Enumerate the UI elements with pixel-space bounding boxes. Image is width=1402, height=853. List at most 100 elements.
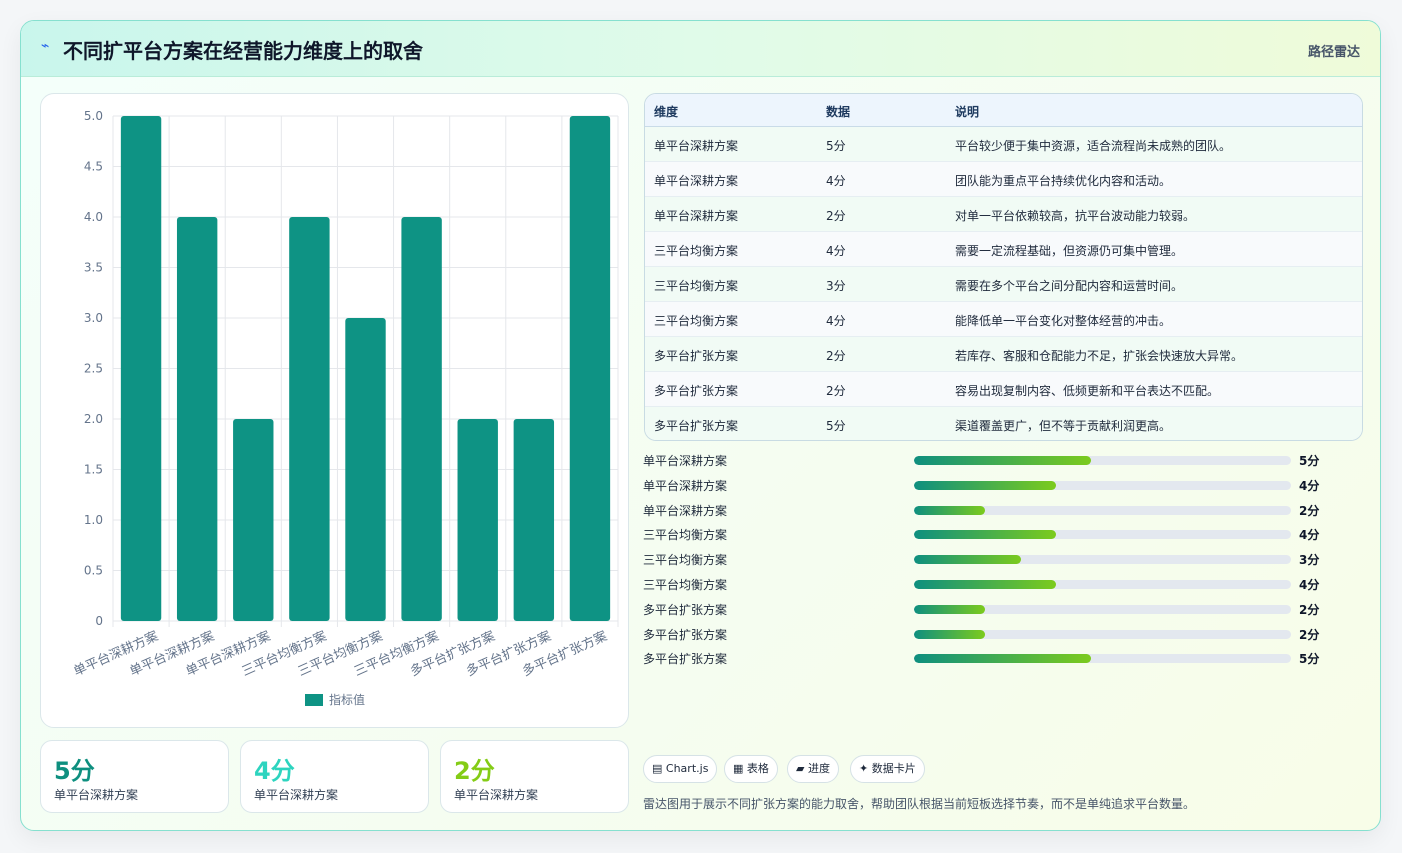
y-tick-label: 1.0 xyxy=(84,513,103,527)
table-row: 单平台深耕方案 4分 团队能为重点平台持续优化内容和活动。 xyxy=(645,162,1362,197)
table-cell-description: 若库存、客服和仓配能力不足，扩张会快速放大异常。 xyxy=(955,349,1244,363)
table-cell-data: 4分 xyxy=(826,244,846,258)
table-cell-description: 需要在多个平台之间分配内容和运营时间。 xyxy=(955,279,1184,293)
progress-score: 4分 xyxy=(1299,478,1320,493)
progress-label: 单平台深耕方案 xyxy=(643,503,728,518)
table-cell-description: 平台较少便于集中资源，适合流程尚未成熟的团队。 xyxy=(955,139,1232,153)
progress-score: 5分 xyxy=(1299,454,1320,468)
table-header-dimension: 维度 xyxy=(654,105,679,119)
progress-track xyxy=(914,456,1291,465)
bar[interactable] xyxy=(401,217,442,621)
chip-table[interactable]: ▦ 表格 xyxy=(724,755,778,783)
table-icon: ▦ xyxy=(733,762,744,775)
y-tick-label: 3.0 xyxy=(84,311,103,325)
progress-list: 单平台深耕方案 5分 单平台深耕方案 4分 单平台深耕方案 2分 三平台均衡方案 4分 三平台均… xyxy=(643,449,1363,669)
table-header-data: 数据 xyxy=(826,105,851,119)
bar[interactable] xyxy=(233,419,274,621)
table-cell-dimension: 多平台扩张方案 xyxy=(654,419,739,433)
table-cell-description: 需要一定流程基础，但资源仍可集中管理。 xyxy=(955,244,1184,258)
y-tick-label: 0 xyxy=(95,614,103,628)
progress-score: 3分 xyxy=(1299,553,1320,568)
table-cell-dimension: 三平台均衡方案 xyxy=(654,244,739,258)
progress-label: 三平台均衡方案 xyxy=(643,578,728,592)
chip-card[interactable]: ✦ 数据卡片 xyxy=(850,755,925,783)
bar[interactable] xyxy=(513,419,555,621)
progress-item: 单平台深耕方案 2分 xyxy=(643,499,1363,519)
table-cell-dimension: 三平台均衡方案 xyxy=(654,279,739,293)
progress-fill xyxy=(914,505,985,515)
progress-label: 多平台扩张方案 xyxy=(643,602,728,617)
progress-track xyxy=(914,580,1291,589)
progress-label: 单平台深耕方案 xyxy=(643,454,728,468)
table-header-row: 维度 数据 说明 xyxy=(645,94,1362,127)
table-cell-data: 5分 xyxy=(826,139,846,153)
chip-chart[interactable]: ▤ Chart.js xyxy=(643,755,718,783)
table-cell-description: 容易出现复制内容、低频更新和平台表达不匹配。 xyxy=(955,384,1220,398)
y-tick-label: 2.5 xyxy=(84,362,103,376)
progress-item: 三平台均衡方案 3分 xyxy=(643,548,1363,568)
chip-label: 进度 xyxy=(807,762,830,775)
progress-track xyxy=(914,654,1291,664)
kpi-value: 5分 xyxy=(54,757,95,785)
table-header-description: 说明 xyxy=(955,105,980,119)
table-cell-description: 渠道覆盖更广，但不等于贡献利润更高。 xyxy=(955,419,1172,433)
table-cell-dimension: 三平台均衡方案 xyxy=(654,314,739,328)
header: ⌁ 不同扩平台方案在经营能力维度上的取舍 路径雷达 xyxy=(21,21,1380,77)
progress-fill xyxy=(914,654,1092,664)
table-cell-data: 2分 xyxy=(826,209,846,223)
progress-item: 多平台扩张方案 2分 xyxy=(643,598,1363,618)
kpi-value: 2分 xyxy=(454,757,495,785)
legend-label[interactable]: 指标值 xyxy=(329,692,365,707)
card-icon: ✦ xyxy=(859,762,869,775)
table-cell-data: 4分 xyxy=(826,174,846,188)
table-cell-description: 对单一平台依赖较高，抗平台波动能力较弱。 xyxy=(955,209,1196,223)
page-title: 不同扩平台方案在经营能力维度上的取舍 xyxy=(63,39,423,63)
progress-track xyxy=(914,480,1291,490)
progress-item: 单平台深耕方案 5分 xyxy=(643,449,1363,469)
chart-icon: ▤ xyxy=(652,762,663,775)
progress-score: 4分 xyxy=(1299,528,1320,543)
table-row: 多平台扩张方案 5分 渠道覆盖更广，但不等于贡献利润更高。 xyxy=(645,407,1362,440)
dashboard-card: ⌁ 不同扩平台方案在经营能力维度上的取舍 路径雷达 0 0.5 1.0 1.5 2.0 2… xyxy=(20,20,1381,831)
y-tick-label: 2.0 xyxy=(84,412,103,426)
table-cell-data: 4分 xyxy=(826,314,846,328)
progress-score: 2分 xyxy=(1299,503,1320,518)
bar[interactable] xyxy=(120,116,162,621)
progress-track xyxy=(914,555,1291,565)
table-cell-data: 2分 xyxy=(826,349,846,363)
kpi-label: 单平台深耕方案 xyxy=(454,788,539,802)
table-row: 多平台扩张方案 2分 容易出现复制内容、低频更新和平台表达不匹配。 xyxy=(645,372,1362,407)
progress-label: 多平台扩张方案 xyxy=(643,627,728,642)
table-cell-dimension: 单平台深耕方案 xyxy=(654,139,739,153)
progress-item: 多平台扩张方案 2分 xyxy=(643,623,1363,643)
kpi-label: 单平台深耕方案 xyxy=(254,788,339,802)
table-row: 三平台均衡方案 4分 需要一定流程基础，但资源仍可集中管理。 xyxy=(645,232,1362,267)
progress-item: 三平台均衡方案 4分 xyxy=(643,573,1363,593)
progress-track xyxy=(914,530,1291,540)
bar[interactable] xyxy=(345,318,386,621)
kpi-label: 单平台深耕方案 xyxy=(54,788,139,802)
progress-label: 三平台均衡方案 xyxy=(643,553,728,568)
progress-icon: ▰ xyxy=(796,762,805,775)
table-cell-data: 3分 xyxy=(826,279,846,293)
table-row: 单平台深耕方案 5分 平台较少便于集中资源，适合流程尚未成熟的团队。 xyxy=(645,127,1362,162)
progress-label: 三平台均衡方案 xyxy=(643,528,728,543)
table-cell-dimension: 多平台扩张方案 xyxy=(654,384,739,398)
bar[interactable] xyxy=(176,217,218,621)
y-tick-label: 4.0 xyxy=(84,210,103,224)
progress-track xyxy=(914,629,1291,639)
y-tick-label: 4.5 xyxy=(84,160,103,174)
bar[interactable] xyxy=(289,217,330,621)
table-cell-description: 团队能为重点平台持续优化内容和活动。 xyxy=(955,174,1172,188)
bar[interactable] xyxy=(457,419,498,621)
table-row: 多平台扩张方案 2分 若库存、客服和仓配能力不足，扩张会快速放大异常。 xyxy=(645,337,1362,372)
progress-fill xyxy=(914,629,985,639)
bar-chart-panel: 0 0.5 1.0 1.5 2.0 2.5 3.0 3.5 4.0 4.5 5.0 单平台深耕方案 单平… xyxy=(40,93,629,728)
table-row: 三平台均衡方案 3分 需要在多个平台之间分配内容和运营时间。 xyxy=(645,267,1362,302)
progress-fill xyxy=(914,480,1056,490)
progress-label: 单平台深耕方案 xyxy=(643,478,728,493)
chip-progress[interactable]: ▰ 进度 xyxy=(787,755,839,783)
bar[interactable] xyxy=(569,116,611,621)
progress-fill xyxy=(914,456,1092,465)
progress-fill xyxy=(914,604,985,614)
